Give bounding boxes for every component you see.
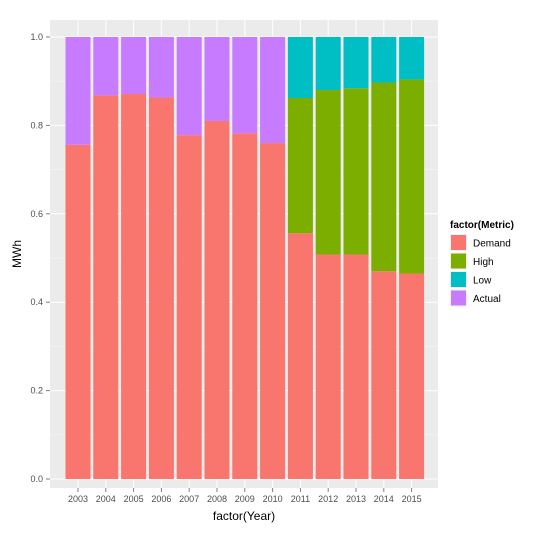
x-tick-label: 2010 bbox=[263, 494, 283, 504]
y-tick-label: 1.0 bbox=[30, 32, 43, 42]
bar-low-2011 bbox=[287, 37, 313, 98]
legend-swatch-demand bbox=[451, 235, 466, 250]
bar-high-2014 bbox=[371, 82, 397, 272]
x-tick-label: 2005 bbox=[124, 494, 144, 504]
bar-demand-2010 bbox=[260, 143, 286, 479]
legend-swatch-high bbox=[451, 253, 466, 269]
x-tick-label: 2007 bbox=[179, 494, 199, 504]
bar-high-2013 bbox=[343, 88, 369, 255]
legend-swatch-actual bbox=[451, 290, 466, 306]
bar-demand-2009 bbox=[232, 133, 258, 479]
x-axis-title: factor(Year) bbox=[213, 509, 275, 523]
bar-high-2012 bbox=[315, 90, 341, 255]
bar-low-2014 bbox=[371, 37, 397, 83]
x-tick-label: 2012 bbox=[318, 494, 338, 504]
y-tick-label: 0.0 bbox=[30, 474, 43, 484]
bar-demand-2005 bbox=[121, 94, 147, 479]
bar-actual-2007 bbox=[176, 37, 202, 136]
bar-actual-2004 bbox=[93, 37, 119, 96]
y-axis-ticks: 0.0 0.2 0.4 0.6 0.8 1.0 bbox=[30, 32, 50, 484]
legend-label-demand: Demand bbox=[473, 239, 511, 250]
bar-high-2011 bbox=[287, 97, 313, 234]
legend-label-high: High bbox=[473, 257, 494, 268]
bar-actual-2005 bbox=[121, 37, 147, 95]
bar-demand-2013 bbox=[343, 254, 369, 479]
bar-demand-2011 bbox=[287, 233, 313, 479]
legend-title: factor(Metric) bbox=[450, 220, 514, 231]
bar-demand-2007 bbox=[176, 135, 202, 479]
bar-low-2013 bbox=[343, 37, 369, 89]
legend-label-actual: Actual bbox=[473, 294, 501, 305]
bars bbox=[65, 37, 425, 480]
x-axis-ticks: 2003 2004 2005 2006 2007 2008 2009 2010 2011 2012… bbox=[68, 488, 422, 504]
y-tick-label: 0.2 bbox=[30, 386, 43, 396]
bar-demand-2006 bbox=[148, 97, 174, 479]
y-axis-title: MWh bbox=[10, 240, 24, 268]
bar-demand-2008 bbox=[204, 120, 230, 479]
bar-actual-2010 bbox=[260, 37, 286, 144]
x-tick-label: 2009 bbox=[235, 494, 255, 504]
bar-low-2012 bbox=[315, 37, 341, 91]
y-tick-label: 0.8 bbox=[30, 120, 43, 130]
x-tick-label: 2011 bbox=[291, 494, 310, 504]
y-tick-label: 0.4 bbox=[30, 297, 43, 307]
bar-low-2015 bbox=[399, 37, 425, 80]
x-tick-label: 2013 bbox=[346, 494, 366, 504]
x-tick-label: 2008 bbox=[207, 494, 227, 504]
legend-label-low: Low bbox=[473, 276, 492, 287]
y-tick-label: 0.6 bbox=[30, 209, 43, 219]
bar-demand-2015 bbox=[399, 273, 425, 479]
x-tick-label: 2015 bbox=[402, 494, 422, 504]
bar-demand-2003 bbox=[65, 144, 91, 479]
bar-actual-2009 bbox=[232, 37, 258, 134]
legend-swatch-low bbox=[451, 272, 466, 287]
x-tick-label: 2003 bbox=[68, 494, 88, 504]
x-tick-label: 2004 bbox=[96, 494, 116, 504]
bar-actual-2003 bbox=[65, 37, 91, 145]
bar-actual-2008 bbox=[204, 37, 230, 121]
bar-demand-2004 bbox=[93, 95, 119, 480]
bar-demand-2012 bbox=[315, 254, 341, 479]
x-tick-label: 2006 bbox=[151, 494, 171, 504]
bar-actual-2006 bbox=[148, 37, 174, 98]
bar-high-2015 bbox=[399, 79, 425, 274]
legend: factor(Metric) Demand High Low Actual bbox=[450, 220, 514, 307]
x-tick-label: 2014 bbox=[374, 494, 394, 504]
bar-demand-2014 bbox=[371, 271, 397, 479]
